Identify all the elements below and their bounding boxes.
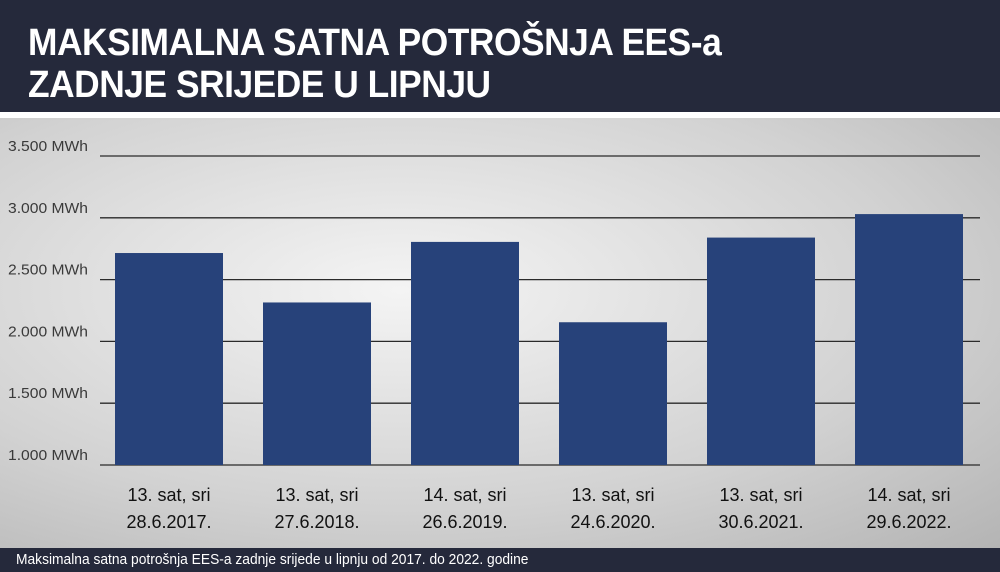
- bar: [855, 214, 963, 465]
- x-tick-label: 30.6.2021.: [718, 512, 803, 532]
- y-tick-label: 1.500 MWh: [8, 385, 88, 402]
- x-tick-label: 14. sat, sri: [867, 485, 950, 505]
- y-tick-label: 3.000 MWh: [8, 200, 88, 217]
- bar: [115, 253, 223, 465]
- x-tick-label: 14. sat, sri: [423, 485, 506, 505]
- x-tick-label: 28.6.2017.: [126, 512, 211, 532]
- title-banner: MAKSIMALNA SATNA POTROŠNJA EES-a ZADNJE …: [0, 0, 1000, 112]
- x-tick-label: 13. sat, sri: [719, 485, 802, 505]
- plot-area: 1.000 MWh 1.500 MWh 2.000 MWh 2.500 MWh 3.00…: [0, 118, 1000, 548]
- y-tick-label: 1.000 MWh: [8, 447, 88, 464]
- x-tick-label: 13. sat, sri: [127, 485, 210, 505]
- x-tick-label: 13. sat, sri: [275, 485, 358, 505]
- bar: [559, 322, 667, 465]
- bar-chart: 1.000 MWh 1.500 MWh 2.000 MWh 2.500 MWh 3.00…: [8, 138, 980, 532]
- y-tick-label: 2.000 MWh: [8, 323, 88, 340]
- caption-bar: Maksimalna satna potrošnja EES-a zadnje …: [0, 548, 1000, 572]
- x-tick-label: 24.6.2020.: [570, 512, 655, 532]
- x-tick-label: 13. sat, sri: [571, 485, 654, 505]
- bar: [263, 302, 371, 465]
- x-tick-label: 29.6.2022.: [866, 512, 951, 532]
- y-tick-label: 2.500 MWh: [8, 262, 88, 279]
- title-separator: [0, 112, 1000, 118]
- bar: [707, 237, 815, 465]
- chart-title-line-1: MAKSIMALNA SATNA POTROŠNJA EES-a: [28, 22, 722, 64]
- y-tick-label: 3.500 MWh: [8, 138, 88, 155]
- chart-caption: Maksimalna satna potrošnja EES-a zadnje …: [16, 551, 529, 568]
- x-tick-label: 27.6.2018.: [274, 512, 359, 532]
- x-tick-label: 26.6.2019.: [422, 512, 507, 532]
- bar: [411, 241, 519, 465]
- chart-title-line-2: ZADNJE SRIJEDE U LIPNJU: [28, 64, 491, 106]
